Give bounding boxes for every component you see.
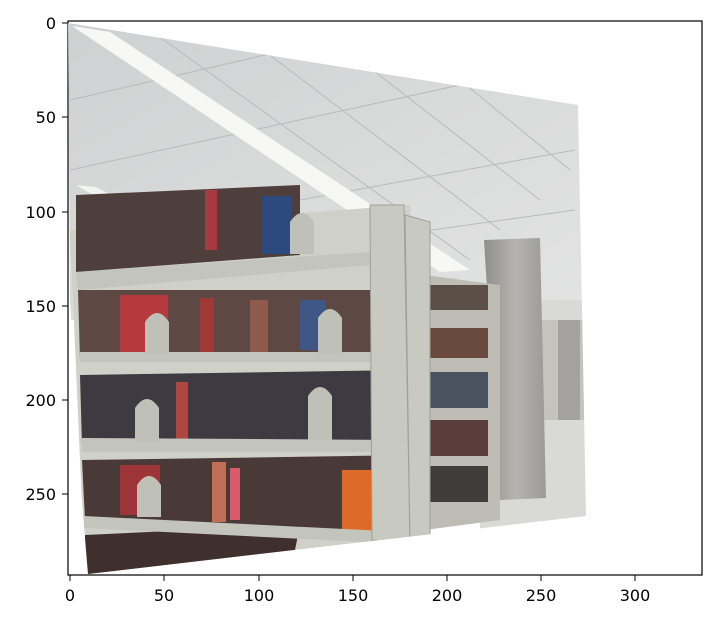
x-tick-label: 50 (154, 586, 174, 605)
x-tick-label: 300 (620, 586, 651, 605)
books-back (428, 285, 488, 502)
y-ticks (62, 22, 68, 495)
y-tick-label: 50 (36, 108, 56, 127)
x-tick-label: 150 (338, 586, 369, 605)
x-axis: 0 50 100 150 200 250 300 (65, 575, 650, 605)
x-tick-label: 0 (65, 586, 75, 605)
plot-frame (67, 20, 703, 576)
y-tick-label: 250 (25, 485, 56, 504)
library-photo (68, 23, 586, 574)
pillar-far (558, 320, 580, 420)
x-tick-label: 200 (432, 586, 463, 605)
x-ticks (69, 575, 636, 581)
x-tick-label: 100 (244, 586, 275, 605)
bookends (135, 213, 342, 517)
x-tick-label: 250 (526, 586, 557, 605)
y-axis: 0 50 100 150 200 250 (25, 14, 68, 504)
y-tick-label: 0 (46, 14, 56, 33)
shelf-boards (76, 250, 425, 545)
y-tick-label: 150 (25, 297, 56, 316)
y-tick-label: 200 (25, 391, 56, 410)
y-tick-label: 100 (25, 203, 56, 222)
end-panels (369, 204, 431, 546)
